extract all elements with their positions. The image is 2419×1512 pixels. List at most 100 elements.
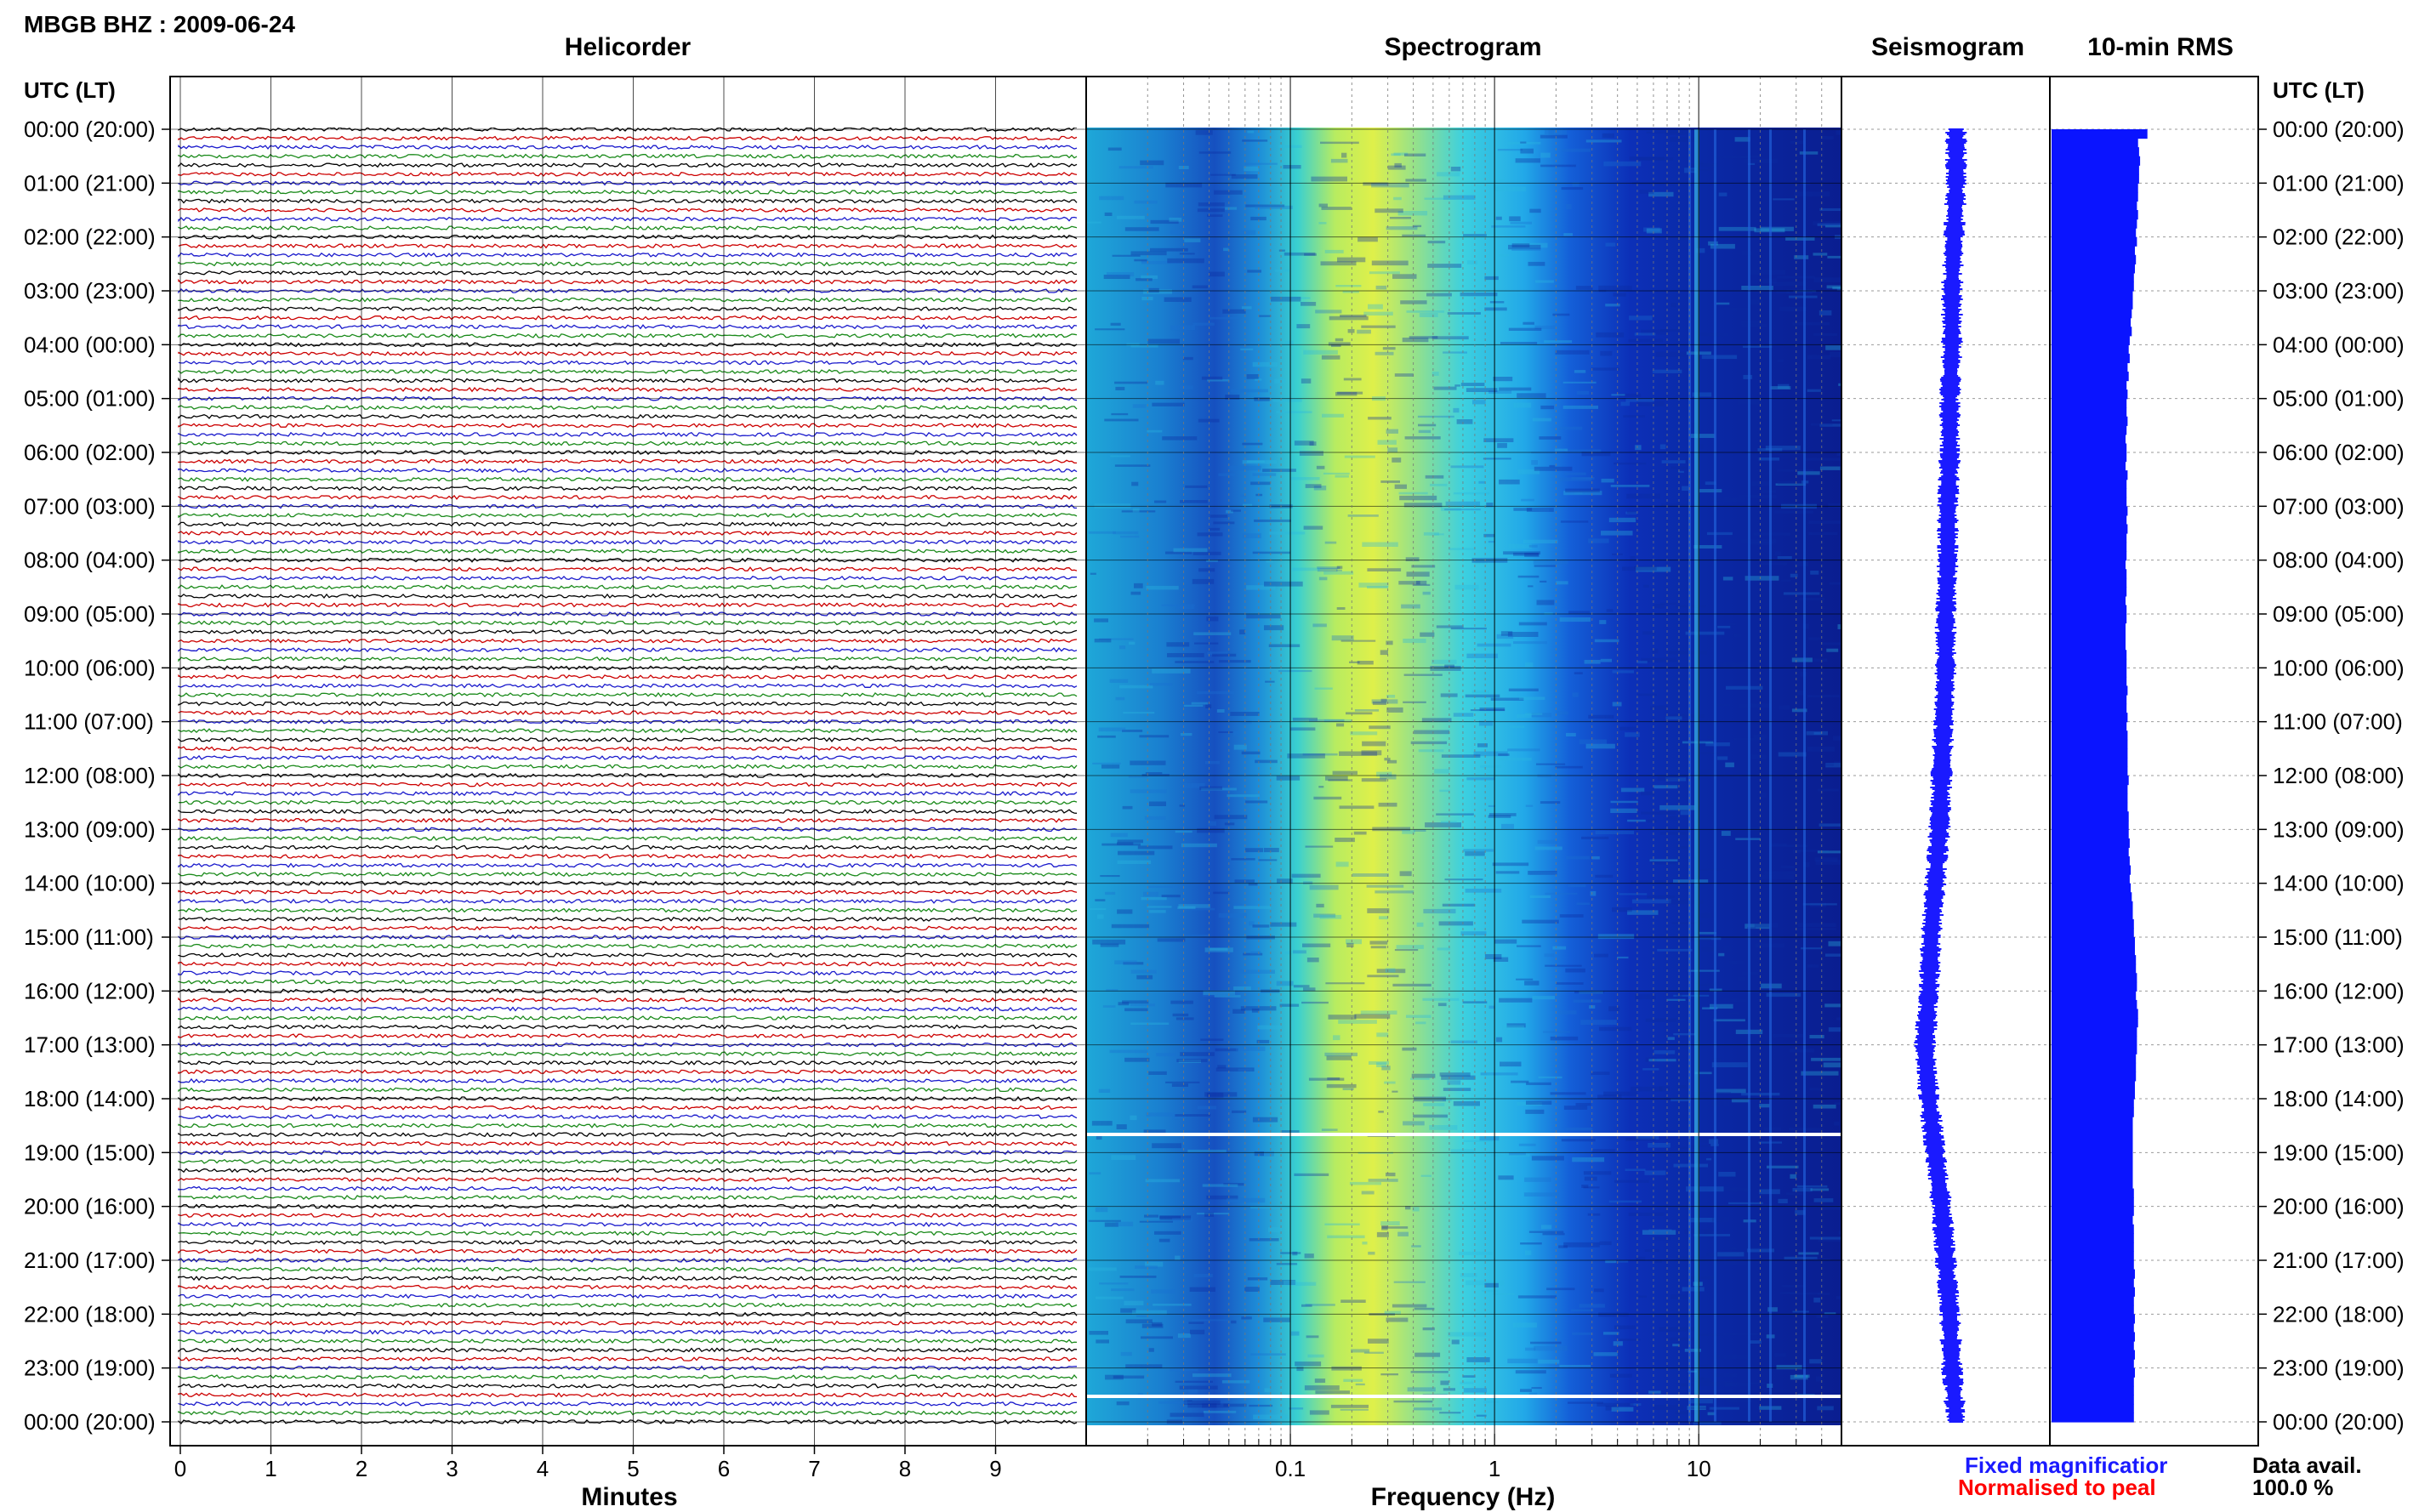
spectrogram-streak	[1718, 226, 1756, 231]
helicorder-line	[178, 1176, 1078, 1183]
spectrogram-streak	[1599, 620, 1607, 624]
spectrogram-streak	[1809, 1359, 1822, 1364]
spectrogram-streak	[1517, 469, 1540, 475]
spectrogram-streak	[1825, 345, 1841, 350]
spectrogram-streak	[1495, 1037, 1503, 1043]
spectrogram-streak	[1700, 912, 1711, 918]
spectrogram-streak	[1797, 923, 1836, 927]
rms-bar	[2052, 533, 2127, 543]
spectrogram-streak	[1645, 1057, 1657, 1062]
spectrogram-streak	[1197, 208, 1225, 213]
helicorder-line	[178, 360, 1078, 366]
spectrogram-streak	[1134, 200, 1158, 204]
spectrogram-streak	[1581, 1185, 1589, 1188]
rms-bar	[2052, 1044, 2137, 1054]
spectrogram-streak	[1376, 1032, 1389, 1037]
spectrogram-streak	[1448, 1332, 1487, 1337]
spectrogram-streak	[1336, 569, 1342, 571]
spectrogram-streak	[1368, 1179, 1398, 1182]
spectrogram-streak	[1508, 327, 1542, 331]
spectrogram-streak	[1114, 381, 1147, 384]
spectrogram-streak	[1810, 1188, 1830, 1191]
spectrogram-streak	[1347, 514, 1379, 517]
spectrogram-streak	[1826, 648, 1839, 652]
spectrogram-streak	[1610, 808, 1637, 813]
helicorder-line	[178, 970, 1078, 976]
spectrogram-streak	[1684, 1349, 1701, 1352]
spectrogram-streak	[1296, 1367, 1304, 1372]
spectrogram-streak	[1340, 639, 1376, 642]
spectrogram-streak	[1144, 816, 1166, 820]
spectrogram-streak	[1593, 1288, 1604, 1293]
spectrogram-streak	[1180, 500, 1208, 503]
helicorder-line	[178, 333, 1078, 338]
spectrogram-streak	[1648, 191, 1674, 197]
right-time-label: 13:00 (09:00)	[2273, 816, 2405, 842]
spectrogram-streak	[1459, 1251, 1494, 1255]
spectrogram-streak	[1588, 714, 1614, 719]
spectrogram-streak	[1245, 204, 1285, 207]
spectrogram-streak	[1449, 548, 1476, 550]
spectrogram-streak	[1105, 891, 1116, 895]
spectrogram-streak	[1109, 679, 1129, 683]
spectrogram-streak	[1092, 762, 1121, 765]
spectrogram-streak	[1130, 344, 1158, 348]
spectrogram-streak	[1250, 1206, 1289, 1209]
spectrogram-streak	[1680, 810, 1691, 816]
spectrogram-streak	[1677, 1146, 1696, 1149]
time-grid	[162, 77, 2267, 1446]
spectrogram-streak	[1828, 503, 1841, 509]
spectrogram-streak	[1793, 191, 1830, 197]
spectrogram-streak	[1231, 174, 1258, 179]
spectrogram-streak	[1760, 793, 1767, 798]
spectrogram-title: Spectrogram	[1384, 33, 1541, 61]
spectrogram-streak	[1453, 1100, 1480, 1106]
spectrogram-streak	[1528, 544, 1538, 548]
spectrogram-streak	[1591, 367, 1619, 371]
spectrogram-streak	[1511, 247, 1541, 251]
spectrogram-streak	[1223, 1403, 1247, 1407]
spectrogram-streak	[1100, 943, 1119, 947]
spectrogram-streak	[1198, 1106, 1217, 1110]
spectrogram-streak	[1777, 480, 1807, 485]
spectrogram-streak	[1141, 275, 1158, 279]
rms-bar	[2052, 1233, 2134, 1243]
spectrogram-streak	[1566, 855, 1591, 860]
spectrogram-streak	[1516, 978, 1534, 981]
spectrogram-streak	[1767, 1307, 1778, 1312]
spectrogram-streak	[1565, 488, 1600, 492]
spectrogram-streak	[1698, 333, 1728, 337]
spectrogram-streak	[1779, 306, 1807, 312]
spectrogram-streak	[1148, 1348, 1154, 1352]
helicorder-line	[179, 916, 1078, 923]
spectrogram-streak	[1555, 350, 1590, 355]
spectrogram-streak	[1143, 1129, 1166, 1134]
spectrogram-streak	[1252, 924, 1270, 928]
spectrogram-streak	[1490, 1154, 1530, 1157]
spectrogram-streak	[1702, 1007, 1718, 1009]
helicorder-line	[178, 1132, 1078, 1138]
helicorder-line	[178, 925, 1078, 931]
spectrogram-streak	[1825, 763, 1841, 768]
spectrogram-streak	[1086, 221, 1101, 224]
spectrogram-streak	[1743, 374, 1753, 379]
rms-bar	[2052, 1242, 2134, 1253]
spectrogram-streak	[1192, 578, 1215, 584]
spectrogram-streak	[1626, 493, 1660, 499]
spectrogram-streak	[1514, 242, 1548, 248]
spectrogram-streak	[1349, 1181, 1381, 1185]
left-time-label: 19:00 (15:00)	[24, 1140, 156, 1165]
rms-bar	[2052, 605, 2127, 615]
spectrogram-streak	[1354, 1014, 1391, 1019]
spectrogram-streak	[1738, 494, 1777, 498]
helicorder-line	[178, 844, 1078, 850]
spectrogram-streak	[1318, 203, 1328, 207]
spectrogram-streak	[1309, 441, 1317, 446]
spectrogram-streak	[1825, 225, 1841, 228]
spectrogram-streak	[1728, 1202, 1763, 1205]
spectrogram-streak	[1647, 895, 1675, 899]
right-time-label: 01:00 (21:00)	[2273, 170, 2405, 196]
spectrogram-streak	[1627, 510, 1636, 514]
spectrogram-streak	[1799, 151, 1819, 155]
